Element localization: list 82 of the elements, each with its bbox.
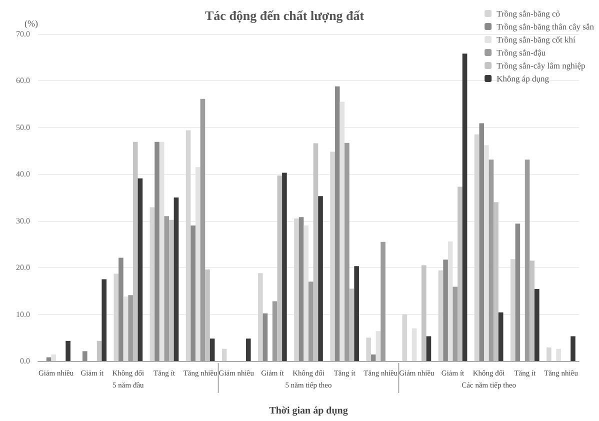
bar xyxy=(114,274,119,361)
bar xyxy=(334,86,340,361)
bar xyxy=(524,160,530,361)
bar xyxy=(515,224,520,361)
bar xyxy=(298,217,304,361)
bar xyxy=(51,354,56,361)
bar xyxy=(282,172,287,361)
bar xyxy=(246,338,251,361)
y-tick-label: 40.0 xyxy=(16,170,30,179)
bar xyxy=(344,142,350,361)
bar xyxy=(380,242,386,361)
bar xyxy=(294,218,299,361)
bar xyxy=(349,288,354,361)
x-axis-title: Thời gian áp dụng xyxy=(269,406,348,416)
bar xyxy=(534,289,540,361)
bar xyxy=(123,296,128,361)
bar xyxy=(452,286,458,361)
bar xyxy=(200,98,206,361)
bar xyxy=(330,152,335,361)
bar xyxy=(458,186,462,361)
bar xyxy=(186,130,191,361)
bar xyxy=(128,295,133,361)
bar xyxy=(371,354,376,361)
bar xyxy=(118,258,124,361)
bar xyxy=(366,338,372,361)
y-axis-title: (%) xyxy=(24,18,38,28)
y-tick-label: 50.0 xyxy=(16,122,30,132)
bar xyxy=(479,123,484,361)
bar xyxy=(258,273,263,361)
bar xyxy=(474,134,480,361)
y-tick-label: 10.0 xyxy=(16,310,30,319)
y-tick-label: 70.0 xyxy=(16,30,30,38)
y-tick-label: 0.0 xyxy=(20,356,30,366)
bar xyxy=(190,226,196,361)
bar xyxy=(494,202,498,361)
bar xyxy=(422,265,426,361)
bar xyxy=(570,336,576,361)
bar xyxy=(313,143,318,361)
bar xyxy=(556,348,561,361)
bar xyxy=(262,313,268,361)
bar xyxy=(66,340,70,361)
bar xyxy=(308,282,314,361)
y-tick-label: 20.0 xyxy=(16,263,30,272)
bar xyxy=(498,312,504,361)
bar xyxy=(205,269,210,361)
bar xyxy=(402,314,408,361)
legend-label: Trồng sắn-cây lâm nghiệp xyxy=(496,60,586,70)
bar xyxy=(96,340,102,361)
bar xyxy=(82,351,88,361)
y-tick-label: 60.0 xyxy=(16,76,30,86)
legend-label: Trồng sắn-băng cốt khí xyxy=(496,34,576,44)
bar xyxy=(484,145,489,361)
bar xyxy=(426,336,432,361)
bar xyxy=(462,54,468,361)
bar xyxy=(530,260,535,361)
legend-label: Trồng sắn-băng cỏ xyxy=(496,8,560,18)
legend-label: Không áp dụng xyxy=(496,74,550,84)
bar xyxy=(277,176,282,361)
chart-title: Tác động đến chất lượng đất xyxy=(205,8,365,23)
bar xyxy=(222,348,227,361)
bar xyxy=(150,207,155,361)
bar xyxy=(174,198,179,361)
bar xyxy=(438,270,444,361)
bar xyxy=(210,338,215,361)
y-tick-label: 30.0 xyxy=(16,216,30,226)
bar xyxy=(138,178,143,361)
bar xyxy=(412,328,417,361)
bar xyxy=(546,347,552,361)
bar xyxy=(443,260,448,361)
bar xyxy=(154,142,160,361)
bar xyxy=(488,160,494,361)
bar xyxy=(318,196,323,361)
bar xyxy=(354,266,359,361)
bar xyxy=(169,220,174,361)
bar xyxy=(132,142,138,361)
legend-label: Trồng sắn-băng thân cây sắn xyxy=(496,22,595,32)
bar xyxy=(164,216,170,361)
bar xyxy=(510,259,516,361)
bar xyxy=(102,279,107,361)
legend-label: Trồng sắn-đậu xyxy=(496,48,546,58)
bar xyxy=(272,301,278,361)
bar xyxy=(376,331,381,361)
